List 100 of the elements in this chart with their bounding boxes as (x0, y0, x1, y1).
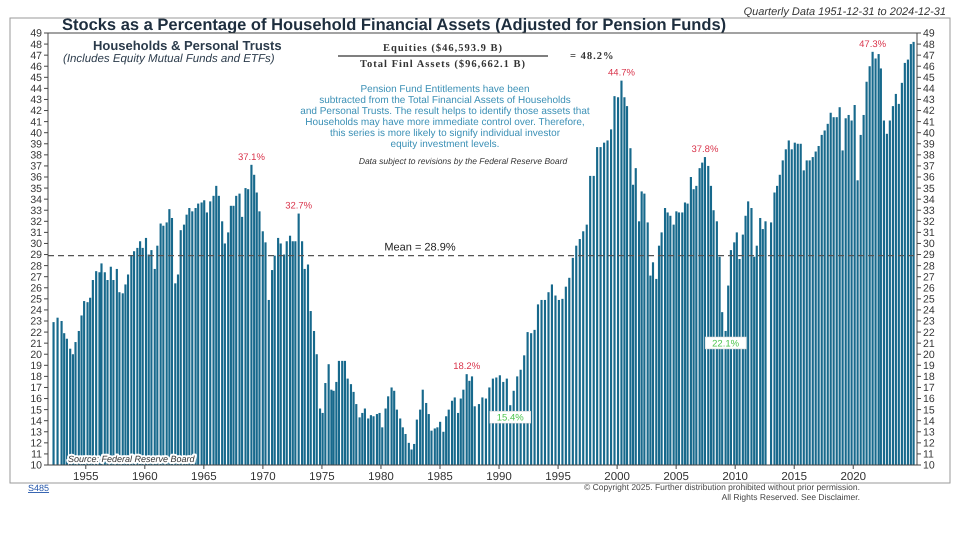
text: © Copyright 2025. Further distribution prohibited without prior permission. All Rights Reserved. See Disclaimer. (584, 482, 860, 502)
y-tick-label: 14 (30, 415, 42, 428)
x-tick-label: 1965 (191, 471, 217, 483)
y-tick-label: 39 (30, 138, 42, 150)
y-tick-label: 44 (30, 83, 42, 96)
annotation: Pension Fund Entitlements have been subtracted from the Total Financial Assets of Households and Personal Trusts. The result helps to identify those assets that Households may have more immediate control over. Therefore, this series is more likely to signify individual investor equity investment levels. (300, 84, 590, 150)
y-tick-label: 37 (30, 160, 42, 173)
chart-title: Stocks as a Percentage of Household Financial Assets (Adjusted for Pension Funds) (62, 16, 726, 34)
y2-tick-label: 47 (923, 50, 935, 62)
y2-tick-label: 27 (923, 271, 935, 284)
x-tick-label: 1980 (368, 471, 394, 483)
y-tick-label: 29 (30, 249, 42, 262)
y2-tick-label: 37 (923, 160, 935, 173)
y2-tick-label: 24 (923, 304, 935, 317)
y2-tick-label: 41 (923, 116, 935, 128)
y2-tick-label: 10 (923, 460, 935, 472)
y-tick-label: 11 (31, 448, 42, 461)
y-tick-label: 26 (30, 282, 42, 294)
annotation: 32.7% (285, 200, 313, 212)
y-tick-label: 19 (30, 360, 42, 372)
x-tick-label: 1970 (250, 471, 276, 483)
y2-tick-label: 28 (923, 260, 935, 272)
y-tick-label: 27 (30, 271, 42, 284)
y2-tick-label: 39 (923, 138, 935, 150)
y2-tick-label: 12 (923, 438, 935, 450)
text: S485 (28, 483, 50, 493)
y-tick-label: 28 (30, 260, 42, 272)
y2-tick-label: 32 (923, 216, 935, 228)
annotation: 18.2% (453, 361, 481, 372)
y-tick-label: 22 (30, 326, 42, 339)
y-tick-label: 46 (30, 60, 42, 73)
y-tick-label: 49 (30, 28, 42, 40)
y2-tick-label: 35 (923, 182, 935, 195)
y2-tick-label: 15 (923, 404, 935, 416)
y-tick-label: 15 (30, 404, 42, 416)
y-tick-label: 32 (30, 216, 42, 228)
y-tick-label: 24 (30, 304, 42, 317)
x-tick-label: 1985 (427, 471, 453, 483)
y2-tick-label: 49 (923, 28, 935, 40)
y-tick-label: 43 (30, 94, 42, 106)
y2-tick-label: 19 (923, 360, 935, 372)
annotation: 22.1% (712, 338, 740, 350)
y-tick-label: 23 (30, 316, 42, 328)
y-tick-label: 40 (30, 127, 42, 140)
y-tick-label: 16 (30, 393, 42, 406)
annotation: Households & Personal Trusts (93, 38, 282, 53)
y2-tick-label: 11 (923, 448, 934, 461)
y2-tick-label: 25 (923, 294, 935, 306)
x-tick-label: 1960 (132, 471, 158, 483)
y2-tick-label: 38 (923, 150, 935, 162)
annotation: (Includes Equity Mutual Funds and ETFs) (63, 53, 275, 65)
y2-tick-label: 23 (923, 316, 935, 328)
y2-tick-label: 43 (923, 94, 935, 106)
x-tick-label: 2010 (722, 471, 748, 483)
y2-tick-label: 18 (923, 371, 935, 384)
x-tick-label: 2005 (663, 471, 689, 483)
x-tick-label: 2015 (781, 471, 808, 483)
y2-tick-label: 20 (923, 348, 935, 361)
y2-tick-label: 33 (923, 204, 935, 217)
y2-tick-label: 42 (923, 105, 935, 118)
y-tick-label: 31 (30, 227, 42, 240)
annotation: 37.8% (691, 144, 719, 156)
y-tick-label: 34 (30, 194, 42, 206)
y-tick-label: 45 (30, 72, 42, 84)
y2-tick-label: 34 (923, 194, 935, 206)
y-tick-label: 47 (30, 50, 42, 62)
annotation: Total Finl Assets ($96,662.1 B) (360, 59, 526, 70)
y2-tick-label: 31 (923, 227, 935, 240)
y2-tick-label: 48 (923, 38, 935, 51)
annotation: 15.4% (496, 412, 524, 424)
annotation: Equities ($46,593.9 B) (382, 43, 504, 54)
y-tick-label: 17 (30, 382, 42, 394)
x-tick-label: 1995 (545, 471, 571, 483)
y2-tick-label: 46 (923, 60, 935, 73)
annotation: Data subject to revisions by the Federal Reserve Board (358, 156, 568, 166)
y2-tick-label: 21 (923, 338, 935, 350)
y2-tick-label: 16 (923, 393, 935, 406)
y2-tick-label: 17 (923, 382, 935, 394)
y-tick-label: 21 (30, 338, 42, 350)
annotation: 47.3% (859, 38, 887, 50)
y2-tick-label: 13 (923, 426, 935, 438)
y-tick-label: 10 (30, 460, 42, 472)
x-tick-label: 1975 (309, 471, 335, 483)
y2-tick-label: 44 (923, 83, 935, 96)
annotation: 37.1% (238, 152, 266, 163)
y-tick-label: 35 (30, 182, 42, 195)
y-tick-label: 18 (30, 371, 42, 384)
y2-tick-label: 26 (923, 282, 935, 294)
x-tick-label: 1990 (486, 471, 512, 483)
x-tick-label: 1955 (72, 471, 99, 483)
y-tick-label: 25 (30, 294, 42, 306)
chart-subtitle: Quarterly Data 1951-12-31 to 2024-12-31 (744, 6, 946, 18)
x-tick-label: 2000 (604, 471, 630, 483)
y2-tick-label: 40 (923, 127, 935, 140)
annotation: = 48.2% (570, 51, 614, 62)
y-tick-label: 20 (30, 348, 42, 361)
y-tick-label: 30 (30, 238, 42, 250)
y-tick-label: 38 (30, 150, 42, 162)
y-tick-label: 13 (30, 426, 42, 438)
y-tick-label: 33 (30, 204, 42, 217)
